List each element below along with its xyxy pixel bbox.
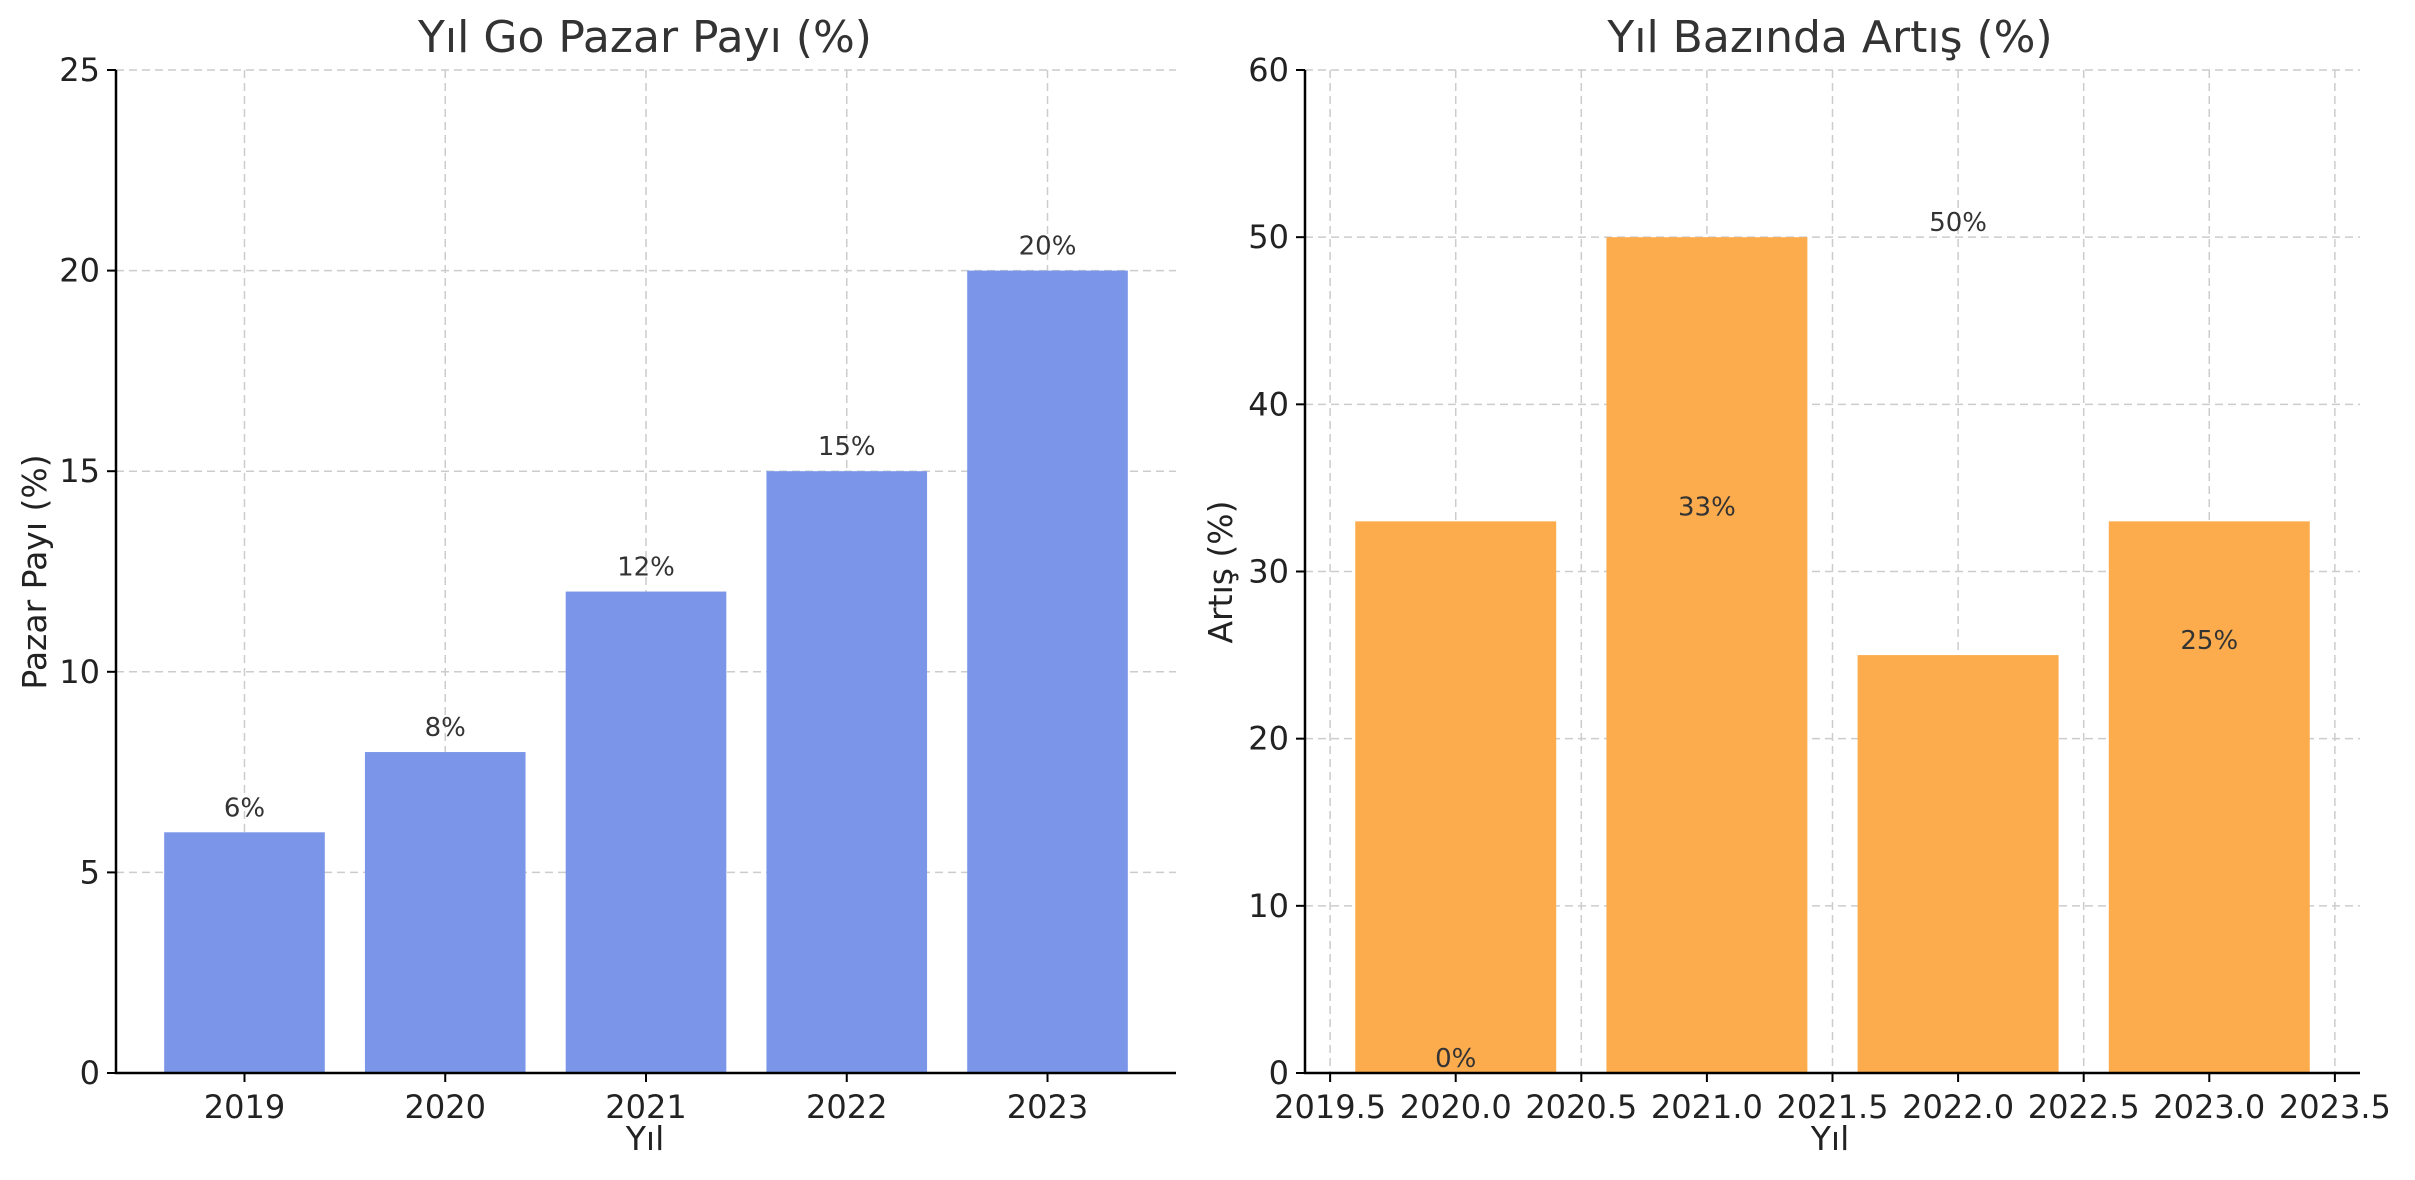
- chart1-ylabel: Pazar Payı (%): [15, 454, 54, 689]
- chart1-spines: [114, 70, 1176, 1075]
- chart2-xtick-label: 2022.0: [1902, 1088, 2014, 1126]
- chart2-xtick-label: 2023.5: [2279, 1088, 2391, 1126]
- chart2-annotations: 0% 33% 50% 25%: [1435, 208, 2238, 1074]
- chart1-data-label: 15%: [818, 432, 876, 462]
- chart2-ytick-label: 0: [1269, 1054, 1289, 1092]
- chart1-xtick-label: 2020: [405, 1088, 486, 1126]
- chart2-ytick-label: 50: [1248, 218, 1289, 256]
- chart2-ytick-label: 10: [1248, 887, 1289, 925]
- chart2-annotation: 0%: [1435, 1044, 1476, 1074]
- chart1-data-label: 12%: [617, 553, 675, 583]
- chart2-bar: [2108, 521, 2310, 1073]
- chart1-data-label: 6%: [224, 793, 265, 823]
- chart1-bars: [164, 270, 1128, 1074]
- chart1-data-label: 8%: [425, 713, 466, 743]
- chart2-annotation: 25%: [2180, 626, 2238, 656]
- chart2-bar: [1606, 237, 1808, 1073]
- chart1-bar: [967, 270, 1128, 1074]
- chart2-xtick-label: 2020.5: [1525, 1088, 1637, 1126]
- chart2-ytick-label: 30: [1248, 553, 1289, 591]
- chart1-xlabel: Yıl: [625, 1119, 665, 1158]
- chart2-xtick-label: 2020.0: [1400, 1088, 1512, 1126]
- chart1-bar: [565, 591, 727, 1073]
- chart2-ytick-label: 40: [1248, 385, 1289, 423]
- chart1-ytick-label: 5: [80, 853, 100, 891]
- chart2-bar: [1857, 655, 2059, 1073]
- chart2-xtick-label: 2019.5: [1274, 1088, 1386, 1126]
- chart2-xlabel: Yıl: [1810, 1119, 1850, 1158]
- chart2-title: Yıl Bazında Artış (%): [1606, 12, 2052, 63]
- chart1-ytick-label: 0: [80, 1054, 100, 1092]
- chart1-xtick-label: 2021: [605, 1088, 686, 1126]
- chart2-bar: [1355, 521, 1557, 1073]
- chart1-bar: [364, 752, 526, 1073]
- chart2-xtick-label: 2021.5: [1777, 1088, 1889, 1126]
- chart1-ytick-label: 15: [59, 452, 100, 490]
- chart2-xtick-label: 2022.5: [2028, 1088, 2140, 1126]
- chart1-data-labels: 6% 8% 12% 15% 20%: [224, 232, 1077, 824]
- chart1-ytick-label: 20: [59, 252, 100, 290]
- chart2-ytick-label: 60: [1248, 51, 1289, 89]
- chart1-xtick-label: 2019: [204, 1088, 285, 1126]
- chart1-ytick-label: 25: [59, 51, 100, 89]
- chart1-bar: [164, 832, 325, 1073]
- chart2-spines: [1303, 70, 2360, 1075]
- chart1-ticks: 0 5 10 15 20 25 2019 2020 2021 2022 2023: [59, 51, 1088, 1126]
- chart1-xtick-label: 2023: [1007, 1088, 1088, 1126]
- yearly-growth-chart: Yıl Bazında Artış (%) 0% 33% 50% 25% 0 10 20 3…: [1201, 12, 2391, 1158]
- chart2-ticks: 0 10 20 30 40 50 60 2019.5 2020.0 2020.5 2021.0 202…: [1248, 51, 2391, 1126]
- market-share-chart: Yıl Go Pazar Payı (%) 6% 8% 12% 15% 20% 0 5 10…: [15, 12, 1176, 1158]
- chart2-xtick-label: 2021.0: [1651, 1088, 1763, 1126]
- chart1-title: Yıl Go Pazar Payı (%): [417, 12, 872, 63]
- chart1-data-label: 20%: [1019, 232, 1077, 262]
- chart2-annotation: 50%: [1929, 208, 1987, 238]
- chart1-bar: [766, 471, 928, 1073]
- chart2-ytick-label: 20: [1248, 720, 1289, 758]
- chart2-annotation: 33%: [1678, 492, 1736, 522]
- chart1-ytick-label: 10: [59, 653, 100, 691]
- chart2-bars: [1355, 237, 2310, 1073]
- chart2-ylabel: Artış (%): [1201, 500, 1240, 643]
- chart2-xtick-label: 2023.0: [2153, 1088, 2265, 1126]
- chart1-xtick-label: 2022: [806, 1088, 887, 1126]
